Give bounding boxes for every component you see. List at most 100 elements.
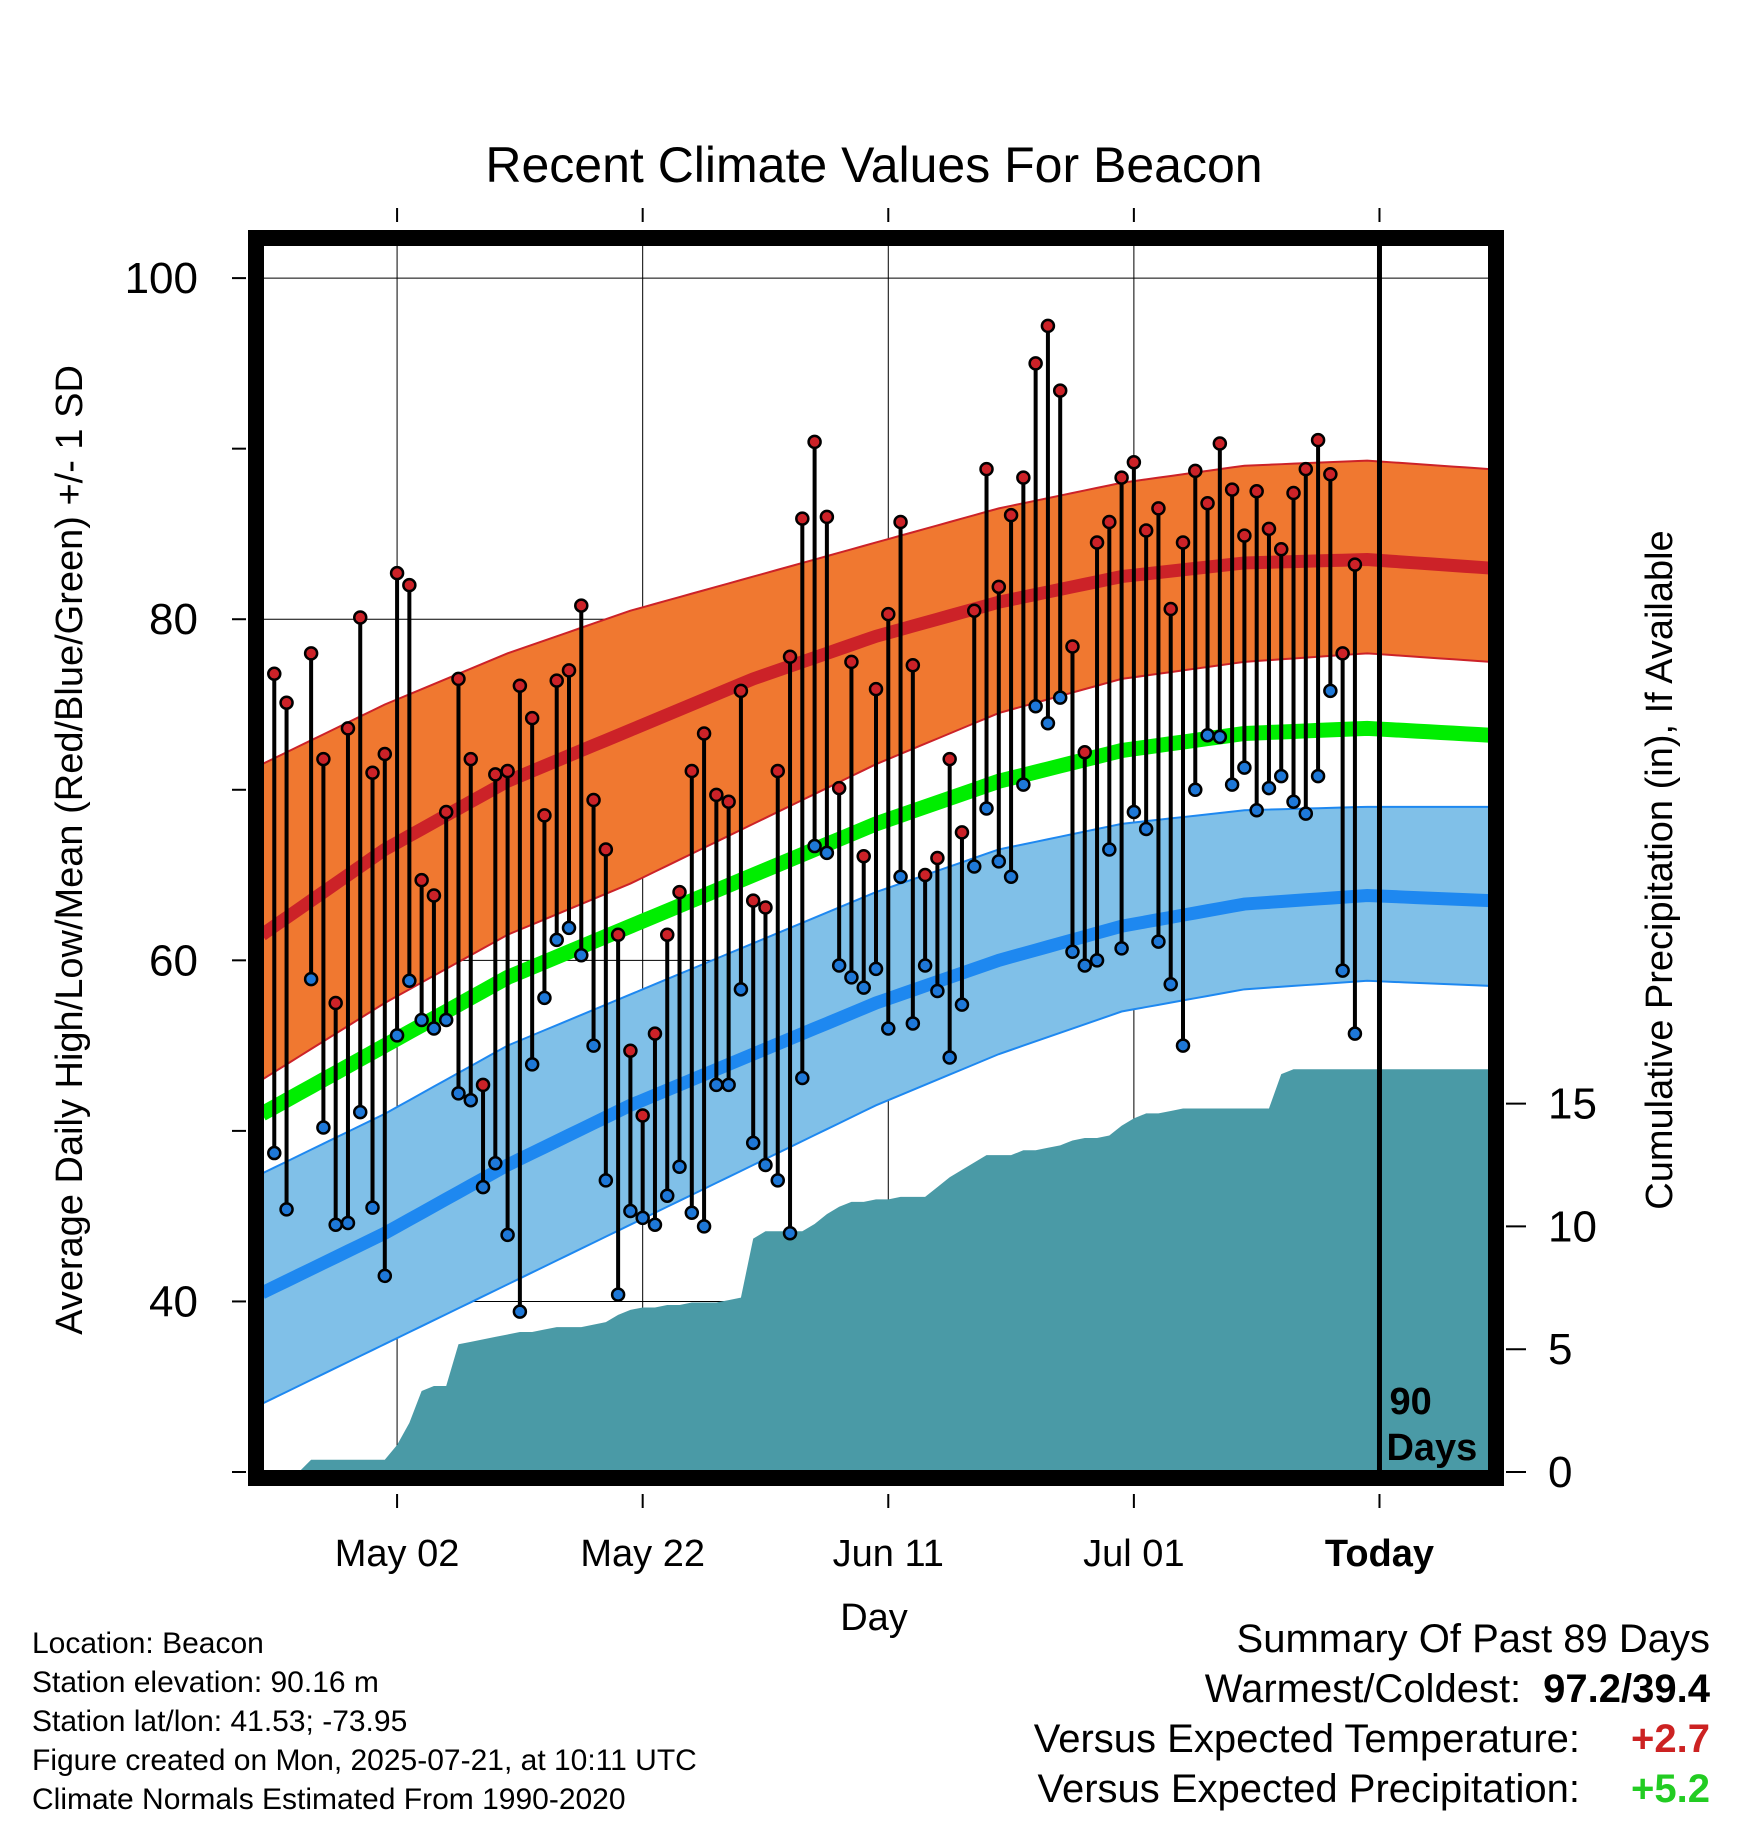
obs-high-point — [352, 610, 368, 625]
obs-high-point — [402, 577, 417, 593]
y2-tick-label: 15 — [1548, 1080, 1597, 1129]
obs-low-point — [1335, 963, 1350, 978]
summary-precip: Versus Expected Precipitation: +5.2 — [810, 1764, 1710, 1814]
obs-low-point — [1249, 802, 1264, 818]
obs-high-point — [586, 792, 601, 808]
info-normals: Climate Normals Estimated From 1990-2020 — [32, 1783, 626, 1816]
y-axis-label: Average Daily High/Low/Mean (Red/Blue/Gr… — [49, 365, 91, 1335]
x-tick-label: Jul 01 — [1083, 1533, 1184, 1575]
obs-high-point — [1126, 455, 1142, 470]
obs-high-point — [979, 461, 994, 477]
obs-low-point — [966, 859, 982, 874]
obs-high-point — [1163, 601, 1178, 617]
obs-low-point — [1237, 760, 1252, 775]
obs-high-point — [1052, 383, 1068, 398]
obs-low-point — [267, 1145, 282, 1161]
obs-low-point — [1298, 806, 1314, 821]
obs-high-point — [856, 849, 871, 864]
obs-low-point — [868, 961, 884, 977]
high-normal-line — [258, 553, 1491, 941]
y2-axis-label: Cumulative Precipitation (in), If Availa… — [1639, 530, 1681, 1209]
obs-low-point — [316, 1120, 331, 1135]
info-created: Figure created on Mon, 2025-07-21, at 10… — [32, 1744, 697, 1777]
obs-low-point — [1052, 690, 1068, 705]
extremes-label: Warmest/Coldest: — [1204, 1667, 1522, 1711]
obs-low-point — [389, 1028, 405, 1043]
obs-low-point — [733, 982, 749, 997]
obs-low-point — [1310, 768, 1326, 784]
obs-high-point — [1273, 542, 1289, 557]
obs-low-point — [488, 1156, 503, 1171]
y-tick-label: 40 — [149, 1277, 198, 1326]
obs-high-point — [537, 808, 552, 823]
obs-high-point — [966, 603, 982, 618]
obs-low-point — [1273, 768, 1289, 784]
obs-low-point — [684, 1205, 700, 1221]
obs-low-point — [402, 973, 417, 989]
obs-high-point — [623, 1043, 638, 1058]
info-elevation: Station elevation: 90.16 m — [32, 1666, 379, 1699]
obs-high-point — [512, 678, 528, 693]
obs-high-point — [1224, 482, 1240, 497]
obs-low-point — [1138, 821, 1154, 837]
obs-high-point — [610, 927, 626, 942]
info-location: Location: Beacon — [32, 1627, 264, 1660]
obs-high-point — [1200, 495, 1215, 511]
obs-low-point — [1163, 976, 1178, 992]
obs-high-point — [451, 671, 466, 687]
summary-extremes: Warmest/Coldest: 97.2/39.4 — [810, 1664, 1710, 1714]
obs-high-point — [844, 654, 859, 670]
obs-high-point — [1298, 461, 1314, 477]
obs-low-point — [1200, 727, 1215, 743]
obs-high-point — [1261, 521, 1277, 537]
obs-high-point — [426, 888, 442, 903]
obs-high-point — [340, 721, 356, 736]
obs-low-point — [561, 920, 577, 936]
obs-high-point — [1151, 501, 1166, 516]
obs-low-point — [1102, 842, 1117, 857]
obs-high-point — [365, 765, 380, 780]
obs-low-point — [1323, 683, 1338, 699]
obs-high-point — [942, 751, 957, 767]
axes: 40 60 80 100 0 5 10 15 May 02 May 22 Jun 11 Jul 01 T… — [125, 208, 1597, 1575]
obs-low-point — [930, 983, 945, 999]
obs-low-point — [340, 1215, 356, 1231]
obs-high-point — [782, 649, 798, 664]
obs-low-point — [500, 1227, 515, 1243]
y2-tick-label: 0 — [1548, 1448, 1572, 1497]
obs-high-point — [1102, 514, 1117, 530]
obs-low-point — [512, 1304, 528, 1319]
obs-low-point — [856, 980, 871, 995]
summary-panel: Summary Of Past 89 Days Warmest/Coldest:… — [810, 1614, 1710, 1814]
obs-low-point — [463, 1092, 479, 1108]
obs-high-point — [1310, 432, 1326, 448]
x-tick-label: May 02 — [335, 1533, 460, 1575]
obs-low-point — [1028, 698, 1043, 714]
obs-low-point — [365, 1200, 380, 1215]
obs-low-point — [414, 1012, 429, 1028]
obs-high-point — [488, 767, 503, 782]
extremes-value: 97.2/39.4 — [1543, 1667, 1710, 1711]
chart-title: Recent Climate Values For Beacon — [485, 137, 1262, 193]
x-tick-label: May 22 — [580, 1533, 705, 1575]
obs-high-point — [377, 746, 393, 762]
obs-high-point — [881, 606, 896, 622]
obs-high-point — [475, 1077, 491, 1093]
obs-low-point — [905, 1016, 921, 1031]
obs-high-point — [1323, 467, 1338, 482]
temp-anomaly-value: +2.7 — [1631, 1717, 1710, 1761]
obs-low-point — [1003, 869, 1019, 885]
obs-low-point — [279, 1202, 294, 1217]
obs-high-point — [1016, 470, 1031, 485]
obs-high-point — [635, 1108, 650, 1123]
obs-high-point — [389, 565, 405, 581]
obs-high-point — [316, 751, 331, 767]
x-tick-label: Today — [1325, 1533, 1434, 1575]
obs-low-point — [635, 1210, 650, 1226]
obs-high-point — [1286, 485, 1301, 501]
precip-area — [262, 1069, 1490, 1472]
obs-high-point — [647, 1026, 663, 1041]
obs-high-point — [524, 710, 540, 726]
obs-high-point — [1089, 535, 1105, 550]
